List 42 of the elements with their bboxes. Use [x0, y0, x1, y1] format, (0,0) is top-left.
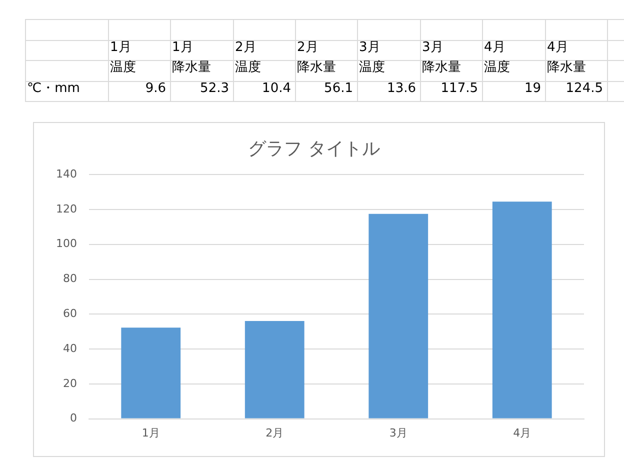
y-tick-label: 80 [62, 272, 77, 286]
x-tick-label: 4月 [513, 426, 532, 440]
text: 124.5 [564, 80, 603, 98]
text: 19 [523, 80, 541, 98]
y-tick-label: 60 [62, 307, 77, 320]
text: 56.1 [323, 80, 353, 98]
text: 10.4 [261, 80, 291, 98]
text: 降水量 [297, 59, 337, 77]
text: 1月 [172, 39, 194, 57]
text: 3月 [422, 39, 444, 57]
x-tick-label: 2月 [266, 426, 284, 440]
bar [244, 320, 304, 418]
x-tick-label: 1月 [142, 426, 160, 440]
text: 13.6 [386, 80, 416, 98]
text: 温度 [235, 59, 262, 77]
text: 温度 [484, 59, 511, 77]
text: 2月 [297, 39, 320, 57]
bar [492, 202, 552, 418]
text: 降水量 [172, 59, 212, 77]
text: 1月 [110, 39, 132, 57]
y-tick-label: 100 [56, 237, 77, 250]
text: 温度 [359, 59, 386, 77]
text: 117.5 [440, 80, 478, 98]
bar [368, 214, 428, 418]
y-tick-label: 0 [70, 412, 77, 425]
text: 9.6 [144, 80, 166, 98]
chart-title: グラフ タイトル [248, 138, 380, 160]
text: 4月 [484, 39, 506, 57]
y-tick-label: 20 [62, 376, 77, 390]
text: 2月 [235, 39, 258, 57]
text: ℃・mm [27, 80, 81, 98]
y-tick-label: 140 [56, 167, 77, 180]
text: 温度 [110, 59, 137, 77]
text: 降水量 [422, 59, 462, 77]
y-tick-label: 40 [62, 342, 77, 355]
text: 3月 [359, 39, 382, 57]
x-tick-label: 3月 [389, 426, 408, 440]
text: 52.3 [199, 80, 229, 98]
bar [121, 328, 181, 418]
text: 4月 [547, 39, 570, 57]
text: 降水量 [547, 59, 587, 77]
y-tick-label: 120 [56, 202, 77, 216]
